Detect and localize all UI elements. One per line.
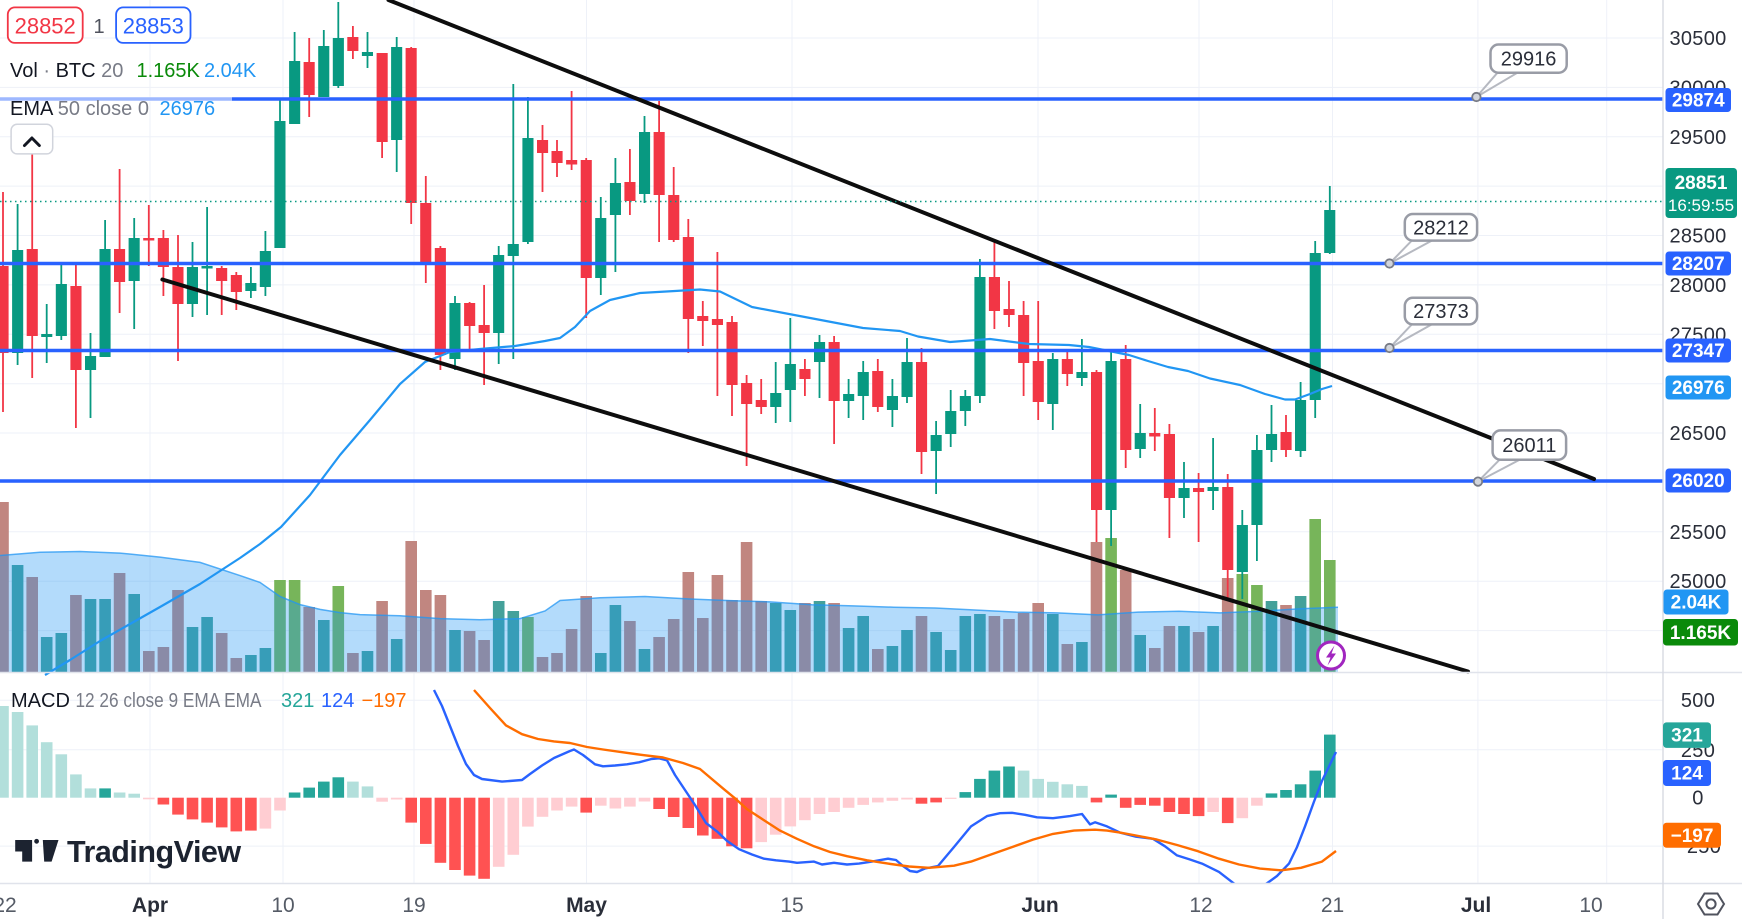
svg-text:15: 15: [780, 894, 803, 917]
svg-text:May: May: [566, 894, 607, 917]
svg-text:10: 10: [271, 894, 294, 917]
svg-text:28853: 28853: [123, 14, 184, 39]
svg-text:28212: 28212: [1413, 217, 1469, 239]
svg-text:28852: 28852: [15, 14, 76, 39]
svg-text:26500: 26500: [1669, 423, 1726, 445]
svg-text:12: 12: [1189, 894, 1212, 917]
svg-text:29874: 29874: [1672, 91, 1725, 112]
svg-text:26011: 26011: [1502, 435, 1556, 457]
svg-text:Jun: Jun: [1021, 894, 1058, 917]
svg-text:28207: 28207: [1672, 254, 1725, 275]
svg-text:2.04K: 2.04K: [1671, 593, 1722, 614]
svg-text:16:59:55: 16:59:55: [1668, 196, 1734, 215]
svg-text:Jul: Jul: [1461, 894, 1491, 917]
svg-text:26976: 26976: [1672, 378, 1725, 399]
svg-text:1: 1: [93, 16, 104, 38]
svg-text:27373: 27373: [1413, 301, 1469, 323]
svg-text:25500: 25500: [1669, 522, 1726, 544]
svg-text:26020: 26020: [1672, 471, 1725, 492]
svg-text:28500: 28500: [1669, 226, 1726, 248]
svg-text:22: 22: [0, 894, 17, 917]
svg-text:27347: 27347: [1672, 341, 1725, 362]
svg-text:28851: 28851: [1675, 173, 1728, 194]
svg-text:1.165K: 1.165K: [1670, 623, 1732, 644]
svg-text:−197: −197: [1671, 826, 1714, 847]
svg-text:29500: 29500: [1669, 127, 1726, 149]
svg-text:10: 10: [1579, 894, 1602, 917]
svg-text:321: 321: [1671, 726, 1703, 747]
svg-text:19: 19: [402, 894, 425, 917]
svg-text:500: 500: [1681, 690, 1715, 712]
svg-text:30500: 30500: [1669, 28, 1726, 50]
svg-text:124: 124: [1671, 764, 1703, 785]
svg-text:29916: 29916: [1501, 49, 1557, 71]
svg-text:28000: 28000: [1669, 275, 1726, 297]
svg-text:21: 21: [1321, 894, 1344, 917]
svg-text:TradingView: TradingView: [67, 835, 241, 869]
svg-text:Apr: Apr: [132, 894, 168, 917]
svg-text:0: 0: [1692, 788, 1703, 810]
svg-text:25000: 25000: [1669, 571, 1726, 593]
